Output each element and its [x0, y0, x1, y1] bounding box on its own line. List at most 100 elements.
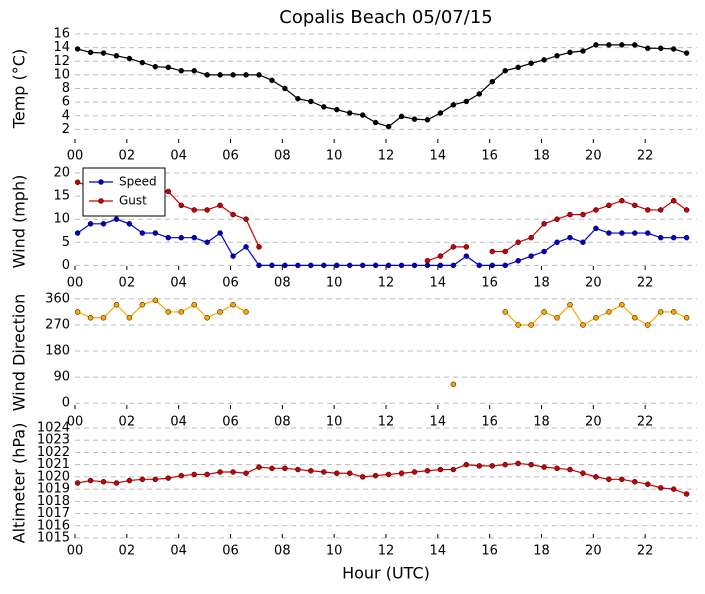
data-point — [191, 207, 197, 213]
data-point — [463, 253, 470, 259]
data-point — [489, 463, 496, 469]
data-point — [178, 234, 185, 241]
data-point — [243, 216, 249, 222]
data-point — [489, 262, 496, 269]
data-point — [515, 239, 521, 246]
x-tick-label: 04 — [170, 415, 187, 430]
y-tick-label: 360 — [45, 291, 70, 306]
data-point — [645, 45, 651, 52]
y-tick-label: 1022 — [37, 445, 70, 460]
data-point — [528, 234, 534, 241]
data-point — [632, 42, 638, 48]
data-point — [308, 262, 314, 269]
data-point — [619, 230, 625, 236]
data-point — [632, 230, 638, 236]
data-point — [450, 102, 457, 108]
data-point — [670, 486, 677, 492]
data-point — [269, 465, 275, 472]
data-point — [217, 469, 223, 475]
legend-marker — [98, 179, 104, 185]
data-point — [450, 466, 457, 473]
x-tick-label: 04 — [170, 149, 187, 164]
x-tick-label: 10 — [326, 276, 343, 291]
data-point — [515, 460, 521, 467]
data-point — [346, 470, 353, 476]
data-point — [178, 68, 185, 74]
data-point — [567, 234, 573, 241]
data-point — [191, 234, 197, 241]
data-point — [645, 481, 651, 487]
data-point — [450, 381, 457, 388]
data-point — [541, 57, 547, 63]
data-point — [256, 262, 262, 269]
data-point — [580, 211, 586, 218]
data-point — [256, 72, 262, 78]
data-point — [139, 301, 146, 308]
data-point — [593, 225, 599, 232]
data-point — [502, 248, 508, 255]
data-point — [515, 64, 521, 71]
data-point — [554, 314, 560, 321]
data-point — [372, 262, 379, 269]
data-point — [243, 470, 249, 476]
y-tick-label: 10 — [53, 67, 70, 82]
x-tick-label: 18 — [533, 415, 550, 430]
data-point — [502, 309, 508, 315]
x-tick-label: 02 — [119, 276, 136, 291]
data-point — [619, 476, 625, 483]
y-tick-label: 1015 — [37, 531, 70, 546]
x-tick-label: 12 — [378, 149, 395, 164]
data-point — [683, 207, 690, 213]
y-axis-label: Temp (°C) — [10, 49, 29, 129]
data-point — [606, 202, 612, 209]
y-tick-label: 6 — [62, 95, 70, 110]
data-point — [139, 230, 146, 236]
data-point — [463, 244, 470, 250]
data-point — [165, 475, 172, 481]
data-point — [321, 262, 327, 269]
data-point — [256, 464, 262, 470]
y-tick-label: 1024 — [37, 421, 70, 436]
y-tick-label: 1023 — [37, 433, 70, 448]
x-tick-label: 10 — [326, 415, 343, 430]
y-axis-label: Altimeter (hPa) — [10, 423, 29, 544]
data-point — [683, 50, 690, 56]
data-point — [74, 46, 81, 52]
y-tick-label: 8 — [62, 81, 70, 96]
data-point — [217, 202, 223, 209]
data-point — [437, 253, 444, 259]
data-point — [230, 211, 236, 218]
data-point — [528, 461, 534, 468]
data-point — [359, 112, 366, 118]
data-point — [269, 262, 275, 269]
data-point — [191, 68, 197, 74]
data-point — [243, 244, 249, 250]
data-point — [295, 262, 301, 269]
data-point — [87, 314, 94, 321]
data-point — [74, 230, 81, 236]
x-tick-label: 22 — [637, 149, 654, 164]
data-point — [424, 117, 431, 123]
data-point — [645, 207, 651, 213]
x-tick-label: 16 — [481, 149, 498, 164]
data-point — [619, 42, 625, 48]
data-point — [437, 466, 444, 473]
data-point — [100, 479, 107, 485]
data-point — [683, 314, 690, 321]
data-point — [217, 72, 223, 78]
data-point — [670, 46, 677, 52]
data-point — [593, 474, 599, 480]
data-point — [87, 477, 94, 484]
data-point — [645, 322, 651, 328]
x-tick-label: 02 — [119, 149, 136, 164]
data-point — [295, 466, 301, 473]
data-point — [217, 309, 223, 315]
data-point — [424, 262, 431, 269]
y-tick-label: 12 — [53, 54, 70, 69]
data-point — [554, 239, 560, 246]
data-point — [126, 314, 133, 321]
x-tick-label: 00 — [67, 544, 84, 559]
data-point — [139, 476, 146, 483]
data-point — [204, 471, 210, 478]
data-point — [87, 221, 94, 227]
